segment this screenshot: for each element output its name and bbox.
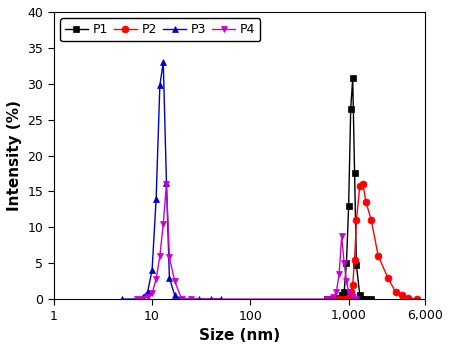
P4	[149, 291, 155, 295]
P1	[369, 297, 374, 301]
Line: P2: P2	[330, 181, 421, 302]
P1	[342, 290, 347, 294]
P2	[346, 295, 351, 299]
P3	[157, 83, 162, 87]
P3	[140, 295, 145, 299]
P1	[363, 297, 369, 301]
P3	[172, 293, 177, 298]
P2	[385, 275, 391, 280]
P2	[414, 297, 420, 301]
P3	[161, 60, 166, 64]
Legend: P1, P2, P3, P4: P1, P2, P3, P4	[60, 18, 260, 41]
P2	[342, 297, 347, 301]
P4	[354, 297, 359, 301]
P1	[360, 297, 366, 301]
P4	[145, 295, 150, 299]
P2	[331, 297, 336, 301]
P2	[369, 218, 374, 222]
P3	[196, 297, 202, 301]
P3	[145, 290, 150, 294]
P1	[331, 297, 336, 301]
P1	[339, 293, 344, 298]
X-axis label: Size (nm): Size (nm)	[199, 328, 280, 343]
P3	[179, 297, 184, 301]
P3	[164, 181, 169, 185]
P4	[344, 279, 349, 283]
P2	[393, 290, 398, 294]
Line: P3: P3	[119, 59, 224, 302]
P4	[333, 290, 339, 294]
P4	[153, 277, 159, 281]
Line: P4: P4	[133, 181, 360, 302]
P4	[339, 234, 344, 238]
P3	[153, 196, 159, 201]
P2	[360, 182, 366, 186]
P3	[218, 297, 224, 301]
P4	[346, 290, 351, 294]
P4	[166, 256, 172, 260]
P4	[157, 254, 162, 258]
P4	[134, 297, 140, 301]
P4	[350, 295, 356, 299]
P4	[324, 297, 329, 301]
Y-axis label: Intensity (%): Intensity (%)	[7, 100, 22, 211]
P4	[189, 297, 194, 301]
P1	[346, 204, 351, 208]
P2	[354, 218, 359, 222]
P4	[164, 182, 169, 186]
Line: P1: P1	[324, 75, 375, 302]
P2	[376, 254, 381, 258]
P3	[149, 268, 155, 272]
P2	[337, 297, 342, 301]
P4	[140, 297, 145, 301]
P1	[350, 76, 356, 80]
P1	[333, 297, 339, 301]
P4	[331, 295, 336, 299]
P3	[189, 297, 194, 301]
P2	[348, 290, 353, 294]
P4	[342, 261, 347, 265]
P1	[344, 261, 349, 265]
P2	[350, 283, 356, 287]
P2	[352, 258, 357, 262]
P3	[208, 297, 214, 301]
P2	[400, 293, 405, 298]
P1	[357, 293, 363, 298]
P1	[337, 295, 342, 300]
P1	[352, 172, 357, 176]
P4	[161, 222, 166, 226]
P3	[134, 297, 140, 301]
P3	[166, 275, 172, 280]
P4	[172, 279, 177, 283]
P1	[324, 297, 329, 301]
P4	[179, 297, 184, 301]
P2	[363, 200, 369, 204]
P3	[120, 297, 125, 301]
P1	[348, 107, 353, 111]
P4	[337, 272, 342, 276]
P1	[354, 263, 359, 267]
P2	[357, 183, 363, 188]
P2	[405, 295, 410, 300]
